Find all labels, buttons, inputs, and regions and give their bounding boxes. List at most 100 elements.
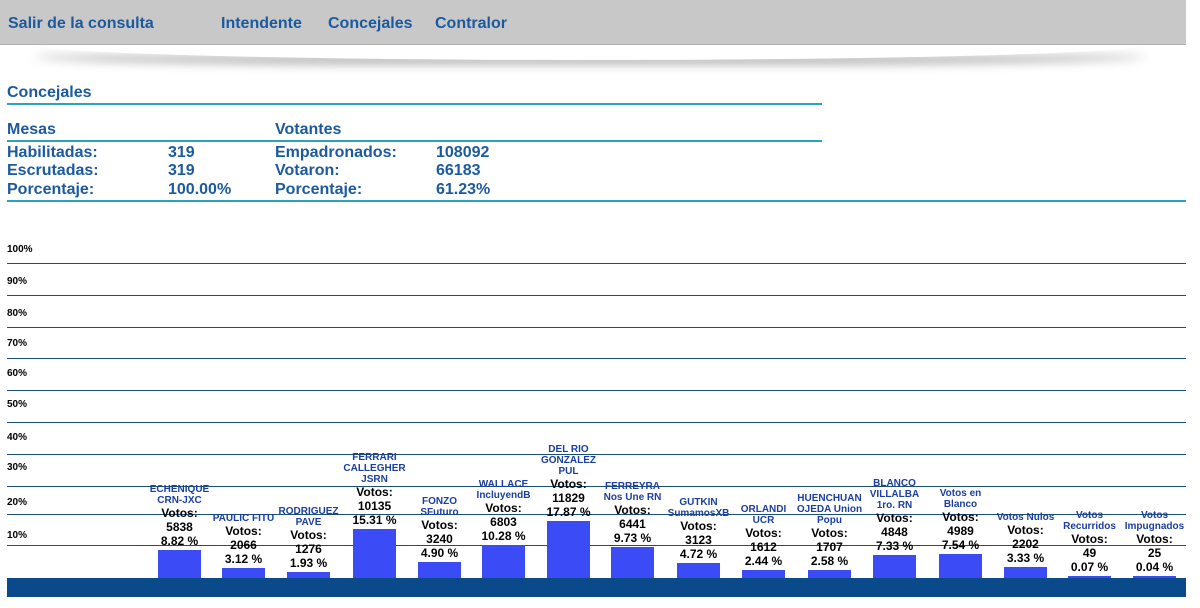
bar-category-label: WALLACE IncluyendB [476,479,531,502]
bar [611,547,654,578]
bar [222,568,265,578]
bar-votes-value: 1612 [750,540,777,555]
stats-bottom-divider [7,200,1186,202]
bar-votes-label: Votos: [161,505,198,520]
y-tick-label: 90% [7,276,28,287]
bar-votes-value: 2202 [1012,537,1039,552]
bar-votes-label: Votos: [680,518,717,533]
gridline [7,295,1186,296]
page-title: Concejales [7,84,92,101]
top-nav-bar: Salir de la consulta Intendente Concejal… [0,0,1186,45]
bar-category-label: BLANCO VILLALBA 1ro. RN [869,477,920,511]
bar-votes-value: 3123 [685,532,712,547]
bar [1133,576,1176,578]
bar-percent-label: 2.58 % [810,553,849,568]
bar [808,569,851,578]
bar-votes-value: 6441 [619,517,646,532]
nav-concejales[interactable]: Concejales [328,15,413,32]
bar-votes-value: 3240 [426,532,453,547]
bar-percent-label: 7.33 % [875,538,914,553]
bar-category-label: Votos Recurridos [1063,510,1116,532]
gridline [7,422,1186,423]
mesas-value-escrutadas: 319 [168,162,195,179]
mesas-value-porcentaje: 100.00% [168,181,232,198]
mesas-value-habilitadas: 319 [168,144,195,161]
bar-votes-value: 4848 [881,524,908,539]
gridline [7,514,1186,515]
bar [482,545,525,578]
gridline [7,358,1186,359]
bar-percent-label: 7.54 % [941,538,980,553]
votantes-label-votaron: Votaron: [275,162,340,179]
bar-votes-label: Votos: [421,518,458,533]
bar [287,571,330,578]
bar-percent-label: 8.82 % [160,533,199,548]
bar-votes-value: 49 [1082,546,1097,560]
bar-percent-label: 4.72 % [679,546,718,561]
bar-votes-label: Votos: [745,526,782,541]
bar-votes-label: Votos: [225,524,262,539]
y-tick-label: 30% [7,462,28,473]
bar-percent-label: 2.44 % [744,554,783,569]
gridline [7,454,1186,455]
bar-votes-label: Votos: [876,510,913,525]
mesas-label-habilitadas: Habilitadas: [7,144,98,161]
y-tick-label: 70% [7,338,28,349]
bar-category-label: ECHENIQUE CRN-JXC [149,483,210,506]
gridline [7,263,1186,264]
nav-shadow [30,44,1150,60]
bar-category-label: Votos Nulos [996,512,1055,524]
bar-votes-label: Votos: [356,485,393,500]
bar-votes-value: 11829 [552,491,585,506]
nav-contralor[interactable]: Contralor [435,15,507,32]
votantes-header: Votantes [275,121,342,138]
votantes-label-empadronados: Empadronados: [275,144,397,161]
stats-header-divider [7,140,822,142]
bar-category-label: FERREYRA Nos Une RN [603,481,662,504]
bar [353,529,396,578]
bar [873,554,916,578]
bar-category-label: Votos en Blanco [939,488,982,511]
bar-votes-label: Votos: [1007,523,1044,538]
bar [1068,576,1111,578]
nav-intendente[interactable]: Intendente [221,15,302,32]
bar-percent-label: 10.28 % [481,529,526,544]
gridline [7,545,1186,546]
bar-category-label: GUTKIN SumamosXB [667,496,730,519]
bar-votes-label: Votos: [1136,532,1173,546]
bar-category-label: DEL RIO GONZALEZ PUL [541,444,596,478]
bar-votes-value: 10135 [357,499,392,514]
y-tick-label: 40% [7,432,28,443]
y-tick-label: 60% [7,368,28,379]
bar [547,521,590,578]
bar [939,554,982,578]
bar-votes-value: 4989 [947,524,974,539]
bar-percent-label: 3.33 % [1006,551,1045,566]
bar-percent-label: 0.04 % [1135,560,1174,574]
bar-votes-label: Votos: [614,503,651,518]
bar-percent-label: 3.12 % [224,552,263,567]
exit-link[interactable]: Salir de la consulta [8,15,154,32]
bar-category-label: ORLANDI UCR [740,504,787,527]
y-tick-label: 10% [7,530,28,541]
gridline [7,327,1186,328]
mesas-header: Mesas [7,121,56,138]
y-tick-label: 100% [7,244,33,255]
bar-category-label: RODRIGUEZ PAVE [278,505,339,528]
bar-category-label: HUENCHUAN OJEDA Union Popu [796,492,863,526]
bar [1004,567,1047,578]
bar-percent-label: 4.90 % [420,546,459,561]
bar-category-label: FONZO SFuturo [420,496,459,519]
votantes-value-empadronados: 108092 [436,144,490,161]
y-tick-label: 50% [7,399,28,410]
votantes-value-porcentaje: 61.23% [436,181,491,198]
title-divider [7,103,822,105]
bar-votes-label: Votos: [811,525,848,540]
bar-percent-label: 17.87 % [546,505,591,520]
bar-votes-value: 25 [1147,546,1162,560]
bar-category-label: Votos Impugnados [1124,510,1185,532]
bar-votes-value: 2066 [230,538,257,553]
bar-percent-label: 15.31 % [352,513,397,528]
mesas-label-porcentaje: Porcentaje: [7,181,95,198]
gridline [7,390,1186,391]
